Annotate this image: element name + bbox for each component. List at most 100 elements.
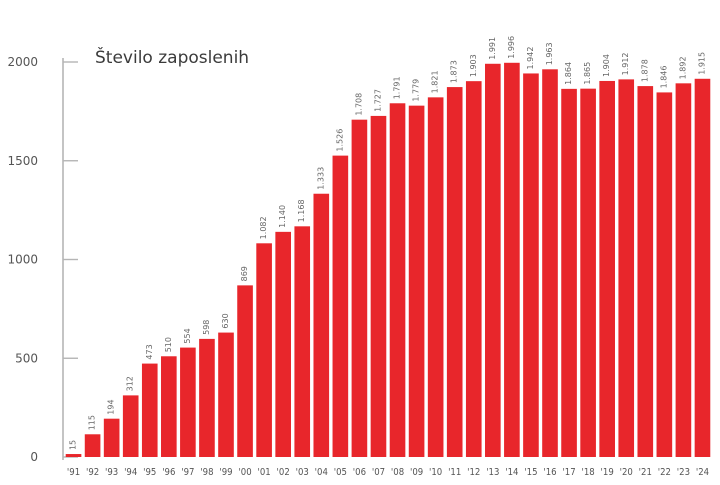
- bar: [199, 338, 215, 457]
- bar: [218, 332, 234, 457]
- bar: [485, 63, 501, 458]
- data-label: 1.903: [469, 54, 478, 77]
- bar: [427, 97, 444, 457]
- bar: [542, 69, 558, 458]
- data-label: 1.991: [488, 37, 497, 60]
- x-tick-label: '99: [219, 467, 232, 478]
- x-tick-label: '04: [315, 467, 328, 478]
- data-label: 1.942: [526, 47, 535, 70]
- x-tick-label: '07: [372, 467, 385, 478]
- x-tick-label: '15: [524, 467, 537, 478]
- x-tick-label: '14: [505, 467, 518, 478]
- bar: [465, 81, 482, 457]
- bar: [275, 231, 291, 457]
- data-label: 1.708: [354, 93, 363, 116]
- bar: [370, 115, 387, 457]
- bar: [141, 363, 158, 457]
- bar: [103, 418, 120, 457]
- x-tick-label: '18: [582, 467, 595, 478]
- x-tick-label: '09: [410, 467, 423, 478]
- x-tick-label: '13: [486, 467, 499, 478]
- data-label: 1.168: [297, 199, 306, 222]
- chart-title: Število zaposlenih: [95, 46, 249, 68]
- bar: [389, 103, 406, 457]
- bar: [561, 88, 577, 458]
- bar: [256, 243, 272, 457]
- data-label: 510: [164, 337, 173, 352]
- x-tick-label: '17: [562, 467, 575, 478]
- data-label: 1.791: [393, 76, 402, 99]
- data-label: 630: [221, 313, 230, 328]
- data-label: 1.140: [278, 205, 287, 228]
- x-tick-label: '22: [658, 467, 671, 478]
- data-label: 1.873: [450, 60, 459, 83]
- data-label: 1.846: [659, 66, 668, 89]
- data-label: 598: [202, 320, 211, 335]
- data-label: 1.526: [335, 129, 344, 152]
- bar: [180, 347, 196, 457]
- data-labels: 15 115 194 312 473 510 554 598 630 869 1.082 1.140 1…: [69, 36, 707, 450]
- x-tick-label: '02: [277, 467, 290, 478]
- bar: [446, 87, 463, 458]
- x-tick-label: '91: [67, 467, 80, 478]
- bar: [161, 356, 177, 457]
- x-tick-label: '23: [677, 467, 690, 478]
- x-tick-label: '19: [601, 467, 614, 478]
- x-tick-label: '06: [353, 467, 366, 478]
- data-label: 1.333: [316, 167, 325, 190]
- data-label: 1.779: [412, 79, 421, 102]
- data-label: 312: [126, 376, 135, 391]
- bar: [313, 193, 330, 458]
- x-tick-label: '95: [143, 467, 156, 478]
- x-tick-label: '08: [391, 467, 404, 478]
- x-tick-label: '10: [429, 467, 442, 478]
- y-tick-label: 1500: [7, 154, 38, 168]
- bar: [294, 226, 311, 457]
- y-tick-label: 2000: [7, 55, 38, 69]
- x-tick-label: '94: [124, 467, 137, 478]
- x-tick-label: '96: [162, 467, 175, 478]
- bar: [351, 119, 368, 458]
- x-tick-label: '92: [86, 467, 99, 478]
- data-label: 15: [69, 440, 78, 450]
- x-tick-label: '05: [334, 467, 347, 478]
- x-tick-label: '11: [448, 467, 461, 478]
- x-tick-label: '20: [620, 467, 633, 478]
- data-label: 1.915: [697, 52, 706, 75]
- data-label: 1.864: [564, 62, 573, 85]
- y-tick-label: 0: [30, 450, 38, 464]
- bar: [675, 83, 692, 457]
- bar: [580, 88, 596, 457]
- x-tick-label: '03: [296, 467, 309, 478]
- y-tick-label: 1000: [7, 253, 38, 267]
- x-tick-label: '16: [543, 467, 556, 478]
- data-label: 1.904: [602, 54, 611, 77]
- bar: [122, 395, 139, 457]
- x-tick-label: '00: [238, 467, 251, 478]
- data-label: 1.727: [373, 89, 382, 112]
- x-tick-label: '98: [200, 467, 213, 478]
- data-label: 1.912: [621, 52, 630, 75]
- data-label: 1.878: [640, 59, 649, 82]
- bar: [637, 86, 654, 457]
- bar: [65, 454, 82, 457]
- x-tick-label: '01: [258, 467, 271, 478]
- data-label: 115: [88, 415, 97, 430]
- data-label: 554: [183, 328, 192, 343]
- bar: [84, 434, 101, 457]
- bars: [65, 62, 711, 458]
- x-tick-label: '93: [105, 467, 118, 478]
- data-label: 194: [107, 399, 116, 414]
- bar: [656, 92, 673, 457]
- bar: [332, 155, 349, 458]
- data-label: 1.963: [545, 42, 554, 65]
- data-label: 869: [240, 266, 249, 281]
- bar: [408, 105, 425, 458]
- x-tick-label: '24: [696, 467, 709, 478]
- bar: [504, 62, 520, 457]
- data-label: 1.082: [259, 216, 268, 239]
- bar: [599, 80, 615, 458]
- bar: [618, 79, 635, 457]
- x-tick-label: '21: [639, 467, 652, 478]
